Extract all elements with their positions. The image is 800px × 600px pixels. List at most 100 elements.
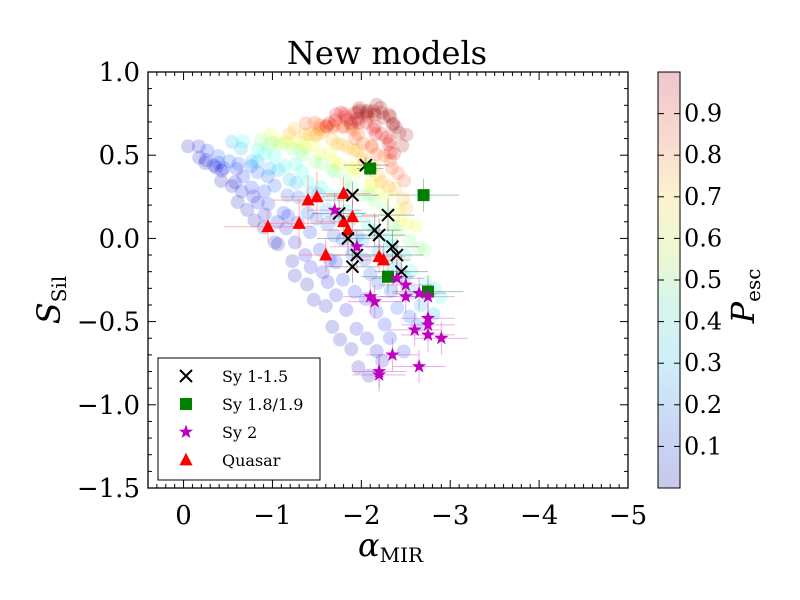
model-point xyxy=(381,179,396,194)
model-point xyxy=(360,106,375,121)
model-point xyxy=(244,154,259,169)
y-axis-label-sub: Sil xyxy=(47,276,71,303)
model-point xyxy=(270,237,285,252)
model-point xyxy=(380,189,395,204)
model-point xyxy=(382,331,397,346)
colorbar-tick-label: 0.6 xyxy=(684,224,722,252)
sy2-marker xyxy=(420,317,436,331)
model-point xyxy=(253,133,268,148)
model-point xyxy=(260,169,275,184)
model-point xyxy=(332,157,347,172)
model-point xyxy=(300,277,315,292)
model-point xyxy=(322,116,337,131)
model-point xyxy=(229,161,244,176)
sy1-marker xyxy=(341,231,355,246)
chart-title: New models xyxy=(287,34,487,72)
model-point xyxy=(328,164,343,179)
model-point xyxy=(287,268,302,283)
y-axis-label-main: S xyxy=(30,302,68,324)
model-point xyxy=(318,298,333,313)
model-point xyxy=(294,164,309,179)
quasar-marker xyxy=(301,192,315,206)
sy2-marker xyxy=(420,289,436,303)
model-point xyxy=(324,132,339,147)
model-point xyxy=(276,205,291,220)
model-point xyxy=(326,228,341,243)
model-point xyxy=(350,111,365,126)
model-point xyxy=(209,160,224,175)
model-point xyxy=(310,127,325,142)
model-point xyxy=(181,139,196,154)
model-point xyxy=(352,100,367,115)
model-point xyxy=(374,126,389,141)
sy2-marker xyxy=(420,327,436,341)
model-point xyxy=(379,130,394,145)
model-point xyxy=(411,240,426,255)
model-point xyxy=(267,235,282,250)
model-point xyxy=(312,121,327,136)
model-point xyxy=(336,272,351,287)
quasar-marker xyxy=(336,214,351,228)
model-point xyxy=(364,175,379,190)
model-point xyxy=(341,140,356,155)
model-point xyxy=(388,181,403,196)
sy18-marker xyxy=(364,162,377,175)
model-point xyxy=(399,127,414,142)
model-point xyxy=(285,254,300,269)
model-point xyxy=(308,128,323,143)
model-point xyxy=(373,100,388,115)
model-point xyxy=(271,163,286,178)
model-point xyxy=(250,165,265,180)
model-point xyxy=(244,180,259,195)
sy2-marker xyxy=(363,289,378,303)
model-point xyxy=(297,127,312,142)
model-point xyxy=(360,331,375,346)
model-point xyxy=(240,202,255,217)
sy2-marker xyxy=(434,330,449,345)
model-point xyxy=(270,215,285,230)
model-point xyxy=(305,138,320,153)
model-point xyxy=(360,109,375,124)
quasar-marker xyxy=(319,247,333,261)
model-point xyxy=(319,119,334,134)
model-point xyxy=(348,113,363,128)
model-point xyxy=(291,190,306,205)
model-point xyxy=(319,202,334,217)
model-point xyxy=(377,148,392,163)
sy2-marker xyxy=(398,289,413,303)
model-point xyxy=(362,179,377,194)
model-point xyxy=(236,169,251,184)
model-point xyxy=(347,106,362,121)
model-point xyxy=(336,120,351,135)
model-point xyxy=(279,221,294,236)
observation-markers xyxy=(261,158,449,381)
model-point xyxy=(257,146,272,161)
y-tick-label: 0.0 xyxy=(99,224,140,254)
model-point xyxy=(303,225,318,240)
model-point xyxy=(433,289,448,304)
x-tick-label: −2 xyxy=(342,501,380,531)
model-point xyxy=(279,134,294,149)
model-point xyxy=(330,136,345,151)
model-point xyxy=(338,203,353,218)
model-point xyxy=(392,125,407,140)
legend-entry-label: Sy 2 xyxy=(222,423,257,442)
axes: 0 −1 −2 −3 −4 −5 1.0 0.5 0.0 −0.5 −1.0 −1.5 xyxy=(77,58,647,531)
model-point xyxy=(357,252,372,267)
sy2-marker xyxy=(367,294,382,308)
sy1-marker xyxy=(390,248,404,262)
colorbar-label-main: P xyxy=(724,301,762,324)
model-point xyxy=(355,136,370,151)
model-point xyxy=(325,163,340,178)
x-tick-label: 0 xyxy=(175,501,192,531)
model-point xyxy=(303,260,318,275)
model-point xyxy=(369,305,384,320)
sy2-marker xyxy=(389,270,404,285)
model-point xyxy=(351,127,366,142)
model-point xyxy=(371,275,386,290)
y-tick-label: 0.5 xyxy=(99,141,140,171)
model-point xyxy=(313,179,328,194)
colorbar-tick-label: 0.8 xyxy=(684,141,722,169)
sy2-marker xyxy=(398,277,413,292)
